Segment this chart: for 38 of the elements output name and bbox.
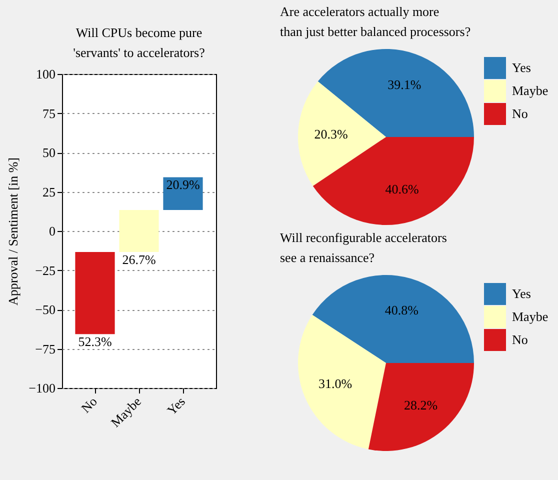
y-tick-label: 75 — [42, 106, 56, 121]
x-tick-label: Yes — [164, 394, 188, 418]
legend-label: Yes — [512, 286, 531, 301]
data-label: 40.6% — [385, 182, 419, 197]
chart-title: Will reconfigurable accelerators see a renaissance? — [280, 230, 447, 265]
pie-slice — [368, 363, 474, 451]
data-label: 28.2% — [404, 398, 438, 413]
legend-label: Yes — [512, 60, 531, 75]
y-tick-label: 50 — [42, 145, 56, 160]
y-tick-label: −25 — [35, 262, 56, 278]
y-tick-label: 25 — [42, 184, 56, 200]
y-tick-label: 100 — [36, 66, 56, 82]
pie-slice — [312, 137, 474, 225]
pie-slice — [312, 275, 474, 363]
chart-title: Are accelerators actually more than just better balanced processors? — [280, 4, 471, 39]
pie-slice — [298, 314, 386, 450]
y-tick-label: −100 — [28, 380, 56, 396]
bar — [163, 177, 203, 210]
bar — [119, 210, 159, 252]
data-label: 26.7% — [122, 252, 156, 267]
data-label: 39.1% — [388, 77, 422, 92]
data-label: 31.0% — [318, 376, 352, 392]
y-tick-label: 0 — [49, 224, 56, 238]
data-label: 52.3% — [78, 334, 112, 350]
legend-label: Maybe — [512, 309, 548, 324]
data-label: 40.8% — [384, 302, 419, 318]
data-label: 20.3% — [314, 126, 348, 142]
y-tick-label: −75 — [35, 341, 56, 356]
legend-label: No — [512, 332, 528, 347]
y-tick-label: −50 — [35, 302, 56, 317]
chart-title: Will CPUs become pure 'servants' to accelerators? — [73, 25, 206, 60]
x-tick-label: No — [78, 394, 100, 416]
legend-label: No — [512, 106, 528, 121]
y-axis-title: Approval / Sentiment [in %] — [6, 157, 21, 306]
data-label: 20.9% — [166, 177, 200, 192]
legend-label: Maybe — [512, 83, 548, 98]
bar — [75, 252, 115, 334]
pie-slice — [298, 81, 386, 186]
